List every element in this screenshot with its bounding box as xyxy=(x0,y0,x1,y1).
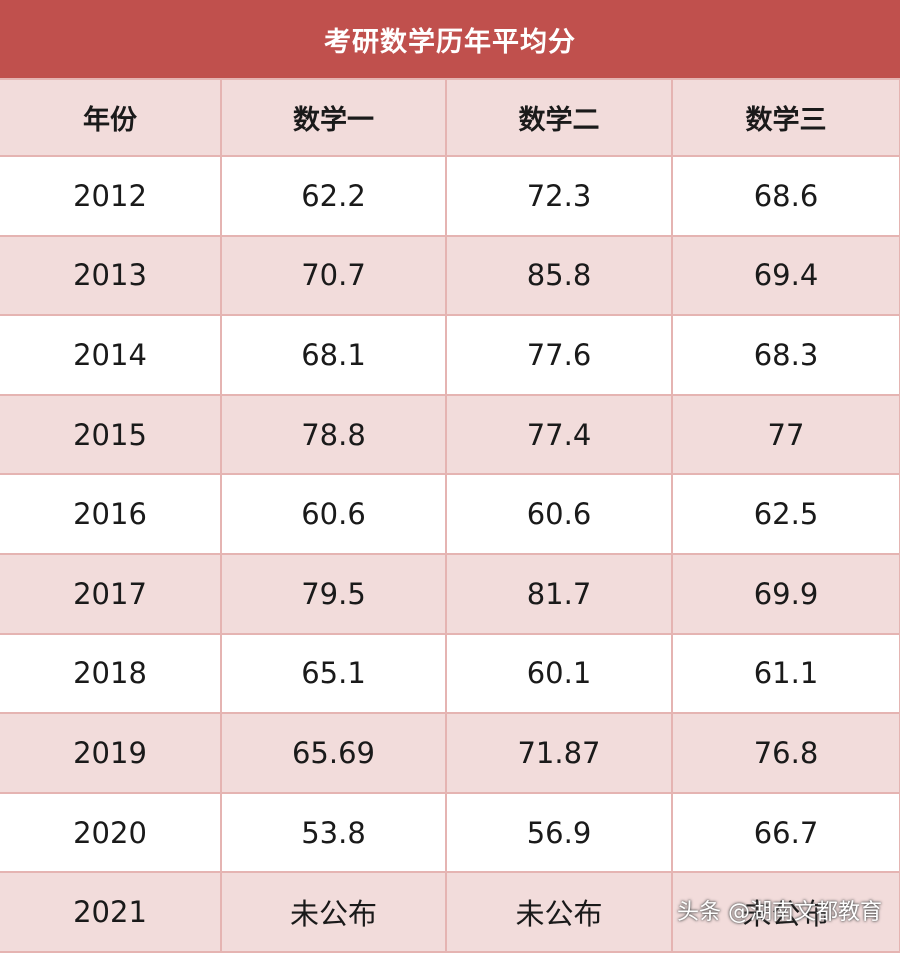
cell-math-3: 66.7 xyxy=(671,791,900,874)
table-row: 2018 65.1 60.1 61.1 xyxy=(0,632,900,715)
table-row: 2015 78.8 77.4 77 xyxy=(0,393,900,476)
cell-math-2: 72.3 xyxy=(445,155,673,237)
table-row: 2013 70.7 85.8 69.4 xyxy=(0,234,900,317)
cell-year: 2016 xyxy=(0,473,222,555)
cell-math-3: 未公布 xyxy=(671,871,900,953)
cell-math-1: 70.7 xyxy=(220,234,447,317)
cell-math-2: 85.8 xyxy=(445,234,673,317)
cell-math-1: 79.5 xyxy=(220,552,447,635)
cell-year: 2015 xyxy=(0,393,222,476)
cell-math-1: 65.1 xyxy=(220,632,447,715)
cell-math-1: 未公布 xyxy=(220,871,447,953)
cell-math-3: 69.9 xyxy=(671,552,900,635)
table-row: 2019 65.69 71.87 76.8 xyxy=(0,712,900,794)
cell-math-1: 78.8 xyxy=(220,393,447,476)
cell-math-1: 53.8 xyxy=(220,791,447,874)
cell-math-2: 60.6 xyxy=(445,473,673,555)
cell-year: 2019 xyxy=(0,712,222,794)
cell-math-2: 56.9 xyxy=(445,791,673,874)
table-title: 考研数学历年平均分 xyxy=(0,0,900,78)
cell-math-2: 77.4 xyxy=(445,393,673,476)
cell-math-2: 未公布 xyxy=(445,871,673,953)
cell-math-3: 61.1 xyxy=(671,632,900,715)
cell-math-2: 77.6 xyxy=(445,314,673,396)
cell-year: 2013 xyxy=(0,234,222,317)
cell-math-3: 68.3 xyxy=(671,314,900,396)
table-row: 2014 68.1 77.6 68.3 xyxy=(0,314,900,396)
cell-math-1: 60.6 xyxy=(220,473,447,555)
cell-math-3: 76.8 xyxy=(671,712,900,794)
cell-math-3: 68.6 xyxy=(671,155,900,237)
header-math-2: 数学二 xyxy=(445,78,673,157)
header-year: 年份 xyxy=(0,78,222,157)
cell-math-1: 68.1 xyxy=(220,314,447,396)
cell-math-3: 69.4 xyxy=(671,234,900,317)
cell-year: 2014 xyxy=(0,314,222,396)
table-row: 2020 53.8 56.9 66.7 xyxy=(0,791,900,874)
cell-math-3: 62.5 xyxy=(671,473,900,555)
cell-year: 2012 xyxy=(0,155,222,237)
average-score-table: 年份 数学一 数学二 数学三 2012 62.2 72.3 68.6 2013 … xyxy=(0,78,900,953)
cell-math-1: 65.69 xyxy=(220,712,447,794)
cell-year: 2020 xyxy=(0,791,222,874)
header-row: 年份 数学一 数学二 数学三 xyxy=(0,78,900,157)
table-row: 2016 60.6 60.6 62.5 xyxy=(0,473,900,555)
cell-year: 2021 xyxy=(0,871,222,953)
table-row: 2017 79.5 81.7 69.9 xyxy=(0,552,900,635)
header-math-3: 数学三 xyxy=(671,78,900,157)
cell-year: 2017 xyxy=(0,552,222,635)
cell-math-3: 77 xyxy=(671,393,900,476)
cell-math-2: 81.7 xyxy=(445,552,673,635)
cell-math-1: 62.2 xyxy=(220,155,447,237)
cell-math-2: 71.87 xyxy=(445,712,673,794)
header-math-1: 数学一 xyxy=(220,78,447,157)
table-row: 2012 62.2 72.3 68.6 xyxy=(0,155,900,237)
watermark: 头条 @湖南文都教育 xyxy=(677,900,882,925)
cell-year: 2018 xyxy=(0,632,222,715)
cell-math-2: 60.1 xyxy=(445,632,673,715)
